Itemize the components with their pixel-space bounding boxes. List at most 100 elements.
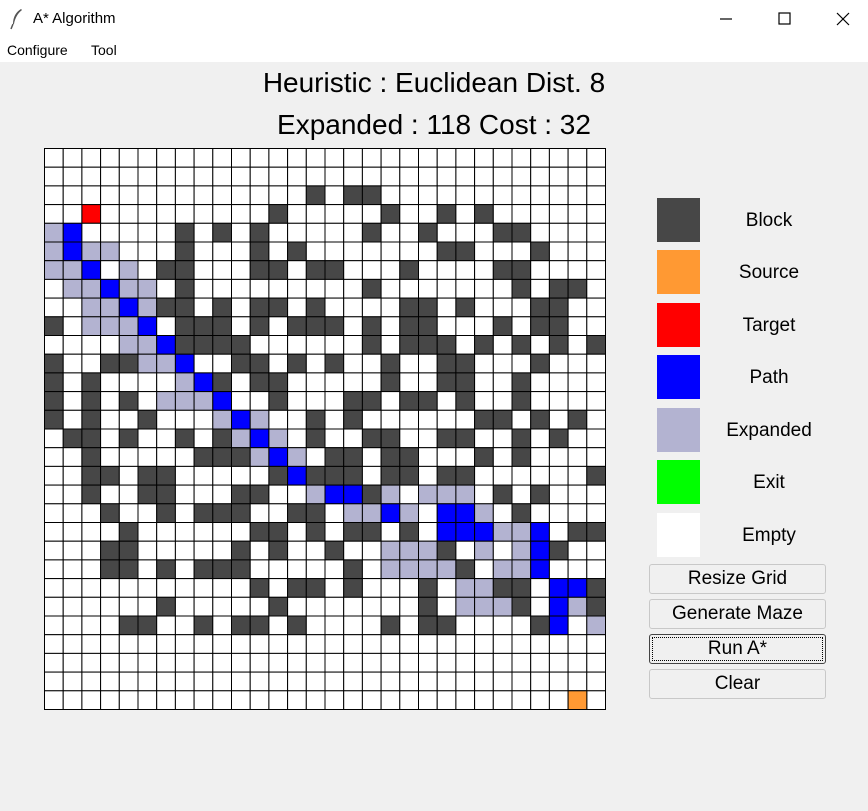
block-cell[interactable] (436, 465, 457, 486)
expanded-cell[interactable] (436, 484, 457, 505)
block-cell[interactable] (249, 222, 270, 243)
expanded-cell[interactable] (174, 391, 195, 411)
empty-cell[interactable] (586, 428, 606, 449)
empty-cell[interactable] (455, 690, 476, 710)
path-cell[interactable] (343, 484, 363, 505)
empty-cell[interactable] (44, 185, 64, 206)
block-cell[interactable] (231, 447, 251, 467)
block-cell[interactable] (343, 522, 363, 542)
empty-cell[interactable] (361, 559, 382, 580)
empty-cell[interactable] (81, 559, 102, 580)
empty-cell[interactable] (324, 634, 345, 654)
empty-cell[interactable] (455, 634, 476, 654)
empty-cell[interactable] (100, 447, 120, 467)
empty-cell[interactable] (399, 596, 419, 617)
empty-cell[interactable] (380, 166, 401, 187)
block-cell[interactable] (418, 222, 438, 243)
block-cell[interactable] (530, 353, 550, 374)
block-cell[interactable] (44, 391, 64, 411)
block-cell[interactable] (511, 428, 532, 449)
block-cell[interactable] (399, 335, 419, 355)
expanded-cell[interactable] (100, 241, 120, 262)
expanded-cell[interactable] (212, 409, 233, 430)
empty-cell[interactable] (268, 578, 289, 598)
expanded-cell[interactable] (492, 596, 513, 617)
block-cell[interactable] (287, 316, 307, 337)
path-cell[interactable] (436, 503, 457, 523)
empty-cell[interactable] (156, 428, 176, 449)
block-cell[interactable] (268, 540, 289, 561)
empty-cell[interactable] (305, 671, 326, 692)
empty-cell[interactable] (118, 671, 139, 692)
block-cell[interactable] (343, 409, 363, 430)
empty-cell[interactable] (231, 372, 251, 393)
empty-cell[interactable] (361, 578, 382, 598)
block-cell[interactable] (399, 260, 419, 280)
block-cell[interactable] (44, 372, 64, 393)
empty-cell[interactable] (62, 391, 83, 411)
empty-cell[interactable] (567, 241, 588, 262)
empty-cell[interactable] (268, 409, 289, 430)
empty-cell[interactable] (399, 353, 419, 374)
block-cell[interactable] (324, 447, 345, 467)
block-cell[interactable] (474, 409, 494, 430)
empty-cell[interactable] (62, 316, 83, 337)
path-cell[interactable] (100, 278, 120, 299)
empty-cell[interactable] (530, 634, 550, 654)
empty-cell[interactable] (231, 634, 251, 654)
empty-cell[interactable] (399, 166, 419, 187)
empty-cell[interactable] (193, 652, 214, 673)
block-cell[interactable] (399, 316, 419, 337)
empty-cell[interactable] (548, 148, 569, 168)
empty-cell[interactable] (100, 634, 120, 654)
empty-cell[interactable] (418, 148, 438, 168)
empty-cell[interactable] (455, 447, 476, 467)
empty-cell[interactable] (567, 671, 588, 692)
clear-button[interactable]: Clear (649, 669, 826, 699)
empty-cell[interactable] (137, 222, 158, 243)
empty-cell[interactable] (305, 278, 326, 299)
empty-cell[interactable] (100, 335, 120, 355)
block-cell[interactable] (137, 615, 158, 636)
empty-cell[interactable] (474, 222, 494, 243)
empty-cell[interactable] (455, 278, 476, 299)
empty-cell[interactable] (193, 204, 214, 224)
empty-cell[interactable] (511, 316, 532, 337)
block-cell[interactable] (399, 297, 419, 318)
empty-cell[interactable] (474, 652, 494, 673)
block-cell[interactable] (156, 559, 176, 580)
path-cell[interactable] (287, 465, 307, 486)
expanded-cell[interactable] (455, 578, 476, 598)
expanded-cell[interactable] (62, 260, 83, 280)
empty-cell[interactable] (137, 634, 158, 654)
block-cell[interactable] (174, 297, 195, 318)
empty-cell[interactable] (474, 278, 494, 299)
empty-cell[interactable] (268, 559, 289, 580)
empty-cell[interactable] (586, 241, 606, 262)
empty-cell[interactable] (193, 353, 214, 374)
empty-cell[interactable] (492, 615, 513, 636)
menu-tool[interactable]: Tool (91, 42, 117, 58)
empty-cell[interactable] (81, 690, 102, 710)
empty-cell[interactable] (567, 222, 588, 243)
block-cell[interactable] (567, 522, 588, 542)
empty-cell[interactable] (436, 634, 457, 654)
block-cell[interactable] (436, 372, 457, 393)
empty-cell[interactable] (62, 409, 83, 430)
empty-cell[interactable] (586, 671, 606, 692)
block-cell[interactable] (100, 559, 120, 580)
block-cell[interactable] (249, 578, 270, 598)
block-cell[interactable] (511, 503, 532, 523)
block-cell[interactable] (474, 335, 494, 355)
empty-cell[interactable] (137, 185, 158, 206)
empty-cell[interactable] (212, 652, 233, 673)
empty-cell[interactable] (137, 559, 158, 580)
block-cell[interactable] (455, 559, 476, 580)
empty-cell[interactable] (492, 148, 513, 168)
empty-cell[interactable] (492, 503, 513, 523)
block-cell[interactable] (287, 578, 307, 598)
empty-cell[interactable] (305, 222, 326, 243)
block-cell[interactable] (474, 447, 494, 467)
block-cell[interactable] (530, 409, 550, 430)
empty-cell[interactable] (548, 634, 569, 654)
